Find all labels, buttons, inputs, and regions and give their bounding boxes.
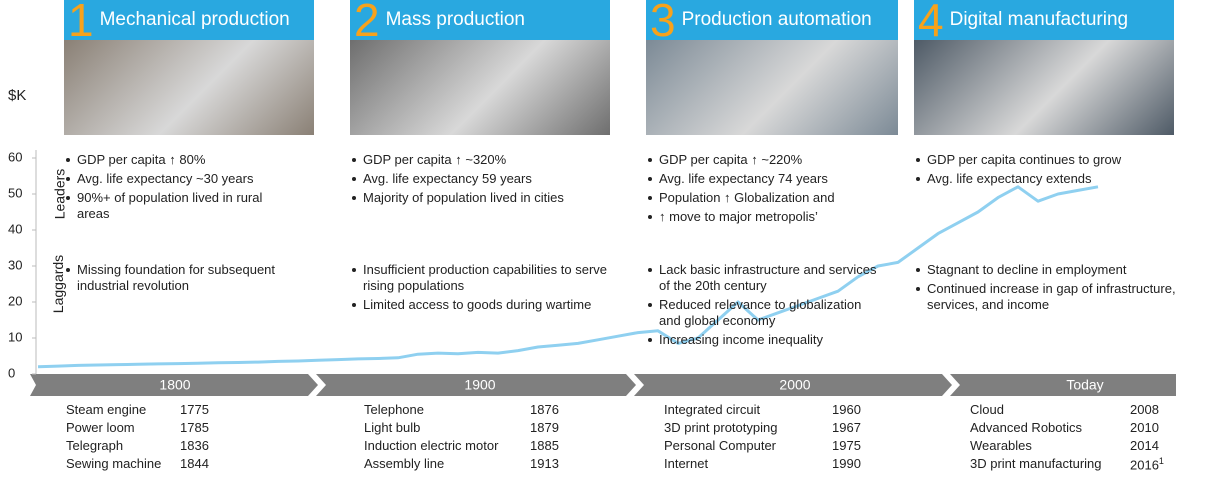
- era-image: [64, 40, 314, 135]
- period-label: Today: [1066, 377, 1103, 393]
- invention-name: Assembly line: [364, 456, 445, 471]
- era-number: 4: [918, 0, 944, 46]
- era-header: 3 Production automation: [646, 0, 898, 46]
- y-tick-label: 10: [8, 329, 22, 344]
- invention-name: Power loom: [66, 420, 135, 435]
- era-title: Mechanical production: [99, 9, 290, 30]
- era-number: 1: [68, 0, 94, 46]
- era-title: Digital manufacturing: [949, 9, 1129, 30]
- era-title: Mass production: [385, 9, 525, 30]
- era-number: 3: [650, 0, 676, 46]
- bullet: Stagnant to decline in employment: [916, 262, 1176, 278]
- invention-year: 20161: [1130, 456, 1164, 473]
- era-header: 1 Mechanical production: [64, 0, 314, 46]
- bullet: Continued increase in gap of infrastruct…: [916, 281, 1176, 313]
- invention-year: 1990: [832, 456, 861, 471]
- invention-name: Light bulb: [364, 420, 421, 435]
- invention-year: 1836: [180, 438, 209, 453]
- invention-name: Steam engine: [66, 402, 147, 417]
- y-tick-label: 30: [8, 257, 22, 272]
- bullet: ↑ move to major metropolis’: [648, 209, 880, 225]
- era-image: [914, 40, 1174, 135]
- bullet: Avg. life expectancy ~30 years: [66, 171, 278, 187]
- invention-year: 1967: [832, 420, 861, 435]
- invention-name: Sewing machine: [66, 456, 162, 471]
- y-tick-label: 60: [8, 149, 22, 164]
- invention-year: 1885: [530, 438, 559, 453]
- invention-name: Induction electric motor: [364, 438, 499, 453]
- invention-name: Personal Computer: [664, 438, 776, 453]
- bullet: Increasing income inequality: [648, 332, 880, 348]
- footnote-mark: 1: [1158, 456, 1164, 466]
- laggards-list: Insufficient production capabilities to …: [352, 262, 616, 316]
- era-header: 2 Mass production: [350, 0, 610, 46]
- invention-name: Integrated circuit: [664, 402, 761, 417]
- leaders-list: GDP per capita continues to grow Avg. lif…: [916, 152, 1176, 190]
- invention-name: Telephone: [364, 402, 424, 417]
- invention-name: 3D print manufacturing: [970, 456, 1102, 471]
- era-number: 2: [354, 0, 380, 46]
- timeline-segment: [316, 374, 636, 396]
- period-label: 2000: [779, 377, 810, 393]
- invention-name: Telegraph: [66, 438, 124, 453]
- invention-year: 1913: [530, 456, 559, 471]
- leaders-list: GDP per capita ↑ 80% Avg. life expectancy…: [66, 152, 278, 225]
- bullet: Avg. life expectancy extends: [916, 171, 1176, 187]
- timeline-segment: [634, 374, 952, 396]
- y-tick-label: 20: [8, 293, 22, 308]
- bullet: Insufficient production capabilities to …: [352, 262, 616, 294]
- invention-year: 1775: [180, 402, 209, 417]
- y-tick-label: 40: [8, 221, 22, 236]
- invention-year: 1975: [832, 438, 861, 453]
- y-tick-label: 50: [8, 185, 22, 200]
- leaders-list: GDP per capita ↑ ~220% Avg. life expectan…: [648, 152, 880, 228]
- row-label: Laggards: [50, 254, 67, 314]
- y-axis-label: $K: [8, 87, 26, 104]
- leaders-list: GDP per capita ↑ ~320% Avg. life expectan…: [352, 152, 616, 209]
- bullet: GDP per capita ↑ ~320%: [352, 152, 616, 168]
- invention-year: 1960: [832, 402, 861, 417]
- invention-name: 3D print prototyping: [664, 420, 778, 435]
- row-label: Leaders: [51, 168, 68, 220]
- invention-year: 1876: [530, 402, 559, 417]
- invention-year: 1844: [180, 456, 209, 471]
- y-tick-label: 0: [8, 365, 15, 380]
- bullet: GDP per capita continues to grow: [916, 152, 1176, 168]
- bullet: Population ↑ Globalization and: [648, 190, 880, 206]
- bullet: Reduced relevance to globalization and g…: [648, 297, 880, 329]
- era-title: Production automation: [681, 9, 872, 30]
- era-image: [646, 40, 898, 135]
- era-header: 4 Digital manufacturing: [914, 0, 1174, 46]
- period-label: 1800: [159, 377, 190, 393]
- bullet: Limited access to goods during wartime: [352, 297, 616, 313]
- invention-name: Internet: [664, 456, 709, 471]
- gdp-line: [37, 185, 1099, 369]
- bullet: Majority of population lived in cities: [352, 190, 616, 206]
- era-image: [350, 40, 610, 135]
- bullet: Avg. life expectancy 59 years: [352, 171, 616, 187]
- laggards-list: Stagnant to decline in employment Continu…: [916, 262, 1176, 316]
- timeline-segment: [950, 374, 1176, 396]
- invention-year: 2010: [1130, 420, 1159, 435]
- invention-name: Wearables: [970, 438, 1032, 453]
- invention-year: 1879: [530, 420, 559, 435]
- invention-year: 2014: [1130, 438, 1159, 453]
- bullet: Lack basic infrastructure and services o…: [648, 262, 880, 294]
- laggards-list: Lack basic infrastructure and services o…: [648, 262, 880, 351]
- period-label: 1900: [464, 377, 495, 393]
- bullet: GDP per capita ↑ 80%: [66, 152, 278, 168]
- laggards-list: Missing foundation for subsequent indust…: [66, 262, 278, 297]
- bullet: GDP per capita ↑ ~220%: [648, 152, 880, 168]
- bullet: Missing foundation for subsequent indust…: [66, 262, 278, 294]
- invention-year: 2008: [1130, 402, 1159, 417]
- invention-name: Cloud: [970, 402, 1004, 417]
- timeline-segment: [30, 374, 318, 396]
- invention-year: 1785: [180, 420, 209, 435]
- invention-name: Advanced Robotics: [970, 420, 1083, 435]
- bullet: 90%+ of population lived in rural areas: [66, 190, 278, 222]
- bullet: Avg. life expectancy 74 years: [648, 171, 880, 187]
